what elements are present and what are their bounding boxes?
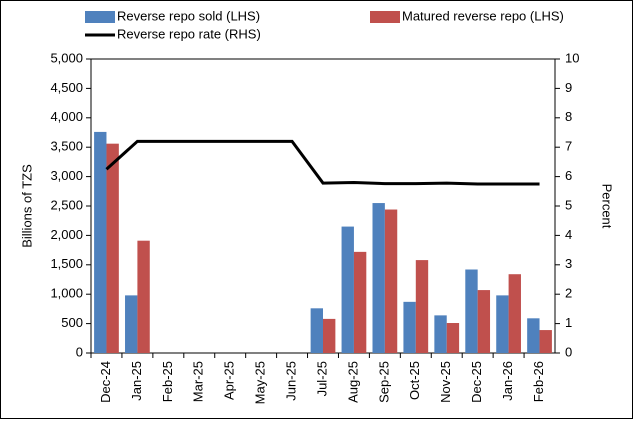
legend-swatch: [370, 11, 400, 23]
line: [105, 139, 540, 186]
y-tick-label: 3,000: [50, 168, 83, 183]
bar: [446, 323, 460, 353]
x-tick-label: Mar-25: [191, 361, 206, 402]
bar: [310, 308, 323, 353]
y-tick-label: 1,500: [50, 256, 83, 271]
y2-tick-label: 2: [565, 286, 572, 301]
y-tick-label: 2,500: [50, 197, 83, 212]
x-tick-label: Jun-25: [284, 361, 299, 401]
bar: [539, 330, 552, 353]
y2-tick-label: 0: [565, 344, 572, 359]
x-tick-label: May-25: [253, 361, 268, 404]
y-tick-label: 1,000: [50, 286, 83, 301]
bar: [353, 251, 367, 353]
bar: [323, 318, 336, 353]
bar: [125, 295, 138, 353]
y-tick-label: 5,000: [50, 50, 83, 65]
x-tick-label: Jan-25: [129, 361, 144, 401]
bar: [137, 240, 150, 353]
y2-tick-label: 8: [565, 109, 572, 124]
y2-tick-label: 1: [565, 315, 572, 330]
x-tick-label: Sep-25: [376, 361, 391, 403]
y-tick-label: 4,000: [50, 109, 83, 124]
bar: [508, 274, 521, 353]
bar: [341, 226, 354, 353]
y2-axis-label: Percent: [600, 184, 615, 229]
bar: [372, 203, 385, 353]
x-tick-label: Dec-25: [469, 361, 484, 403]
x-tick-label: Feb-26: [531, 361, 546, 402]
x-tick-label: Oct-25: [407, 361, 422, 400]
y-tick-label: 3,500: [50, 139, 83, 154]
legend-label: Reverse repo rate (RHS): [117, 26, 261, 41]
bar: [106, 143, 119, 353]
x-tick-label: Jan-26: [500, 361, 515, 401]
y-tick-label: 2,000: [50, 227, 83, 242]
bar: [465, 269, 478, 353]
y-tick-label: 0: [76, 344, 83, 359]
y2-tick-label: 4: [565, 227, 572, 242]
bar: [415, 260, 429, 353]
y2-tick-label: 9: [565, 80, 572, 95]
y2-tick-label: 5: [565, 197, 572, 212]
x-tick-label: Nov-25: [438, 361, 453, 403]
bar: [477, 290, 491, 353]
y-tick-label: 500: [61, 315, 83, 330]
x-tick-label: Feb-25: [160, 361, 175, 402]
x-tick-label: Dec-24: [98, 361, 113, 403]
x-tick-label: Apr-25: [222, 361, 237, 400]
bar: [496, 295, 509, 353]
bar: [384, 209, 398, 353]
y2-tick-label: 3: [565, 256, 572, 271]
y2-tick-label: 7: [565, 139, 572, 154]
x-tick-label: Aug-25: [345, 361, 360, 403]
bar: [94, 131, 107, 353]
y2-tick-label: 6: [565, 168, 572, 183]
bar: [434, 315, 447, 353]
legend-label: Matured reverse repo (LHS): [402, 8, 564, 23]
legend-swatch: [85, 11, 115, 23]
y2-tick-label: 10: [565, 50, 579, 65]
bar: [403, 301, 416, 353]
bar: [527, 318, 540, 353]
legend-label: Reverse repo sold (LHS): [117, 8, 260, 23]
y-axis-label: Billions of TZS: [19, 164, 34, 248]
y-tick-label: 4,500: [50, 80, 83, 95]
x-tick-label: Jul-25: [314, 361, 329, 396]
